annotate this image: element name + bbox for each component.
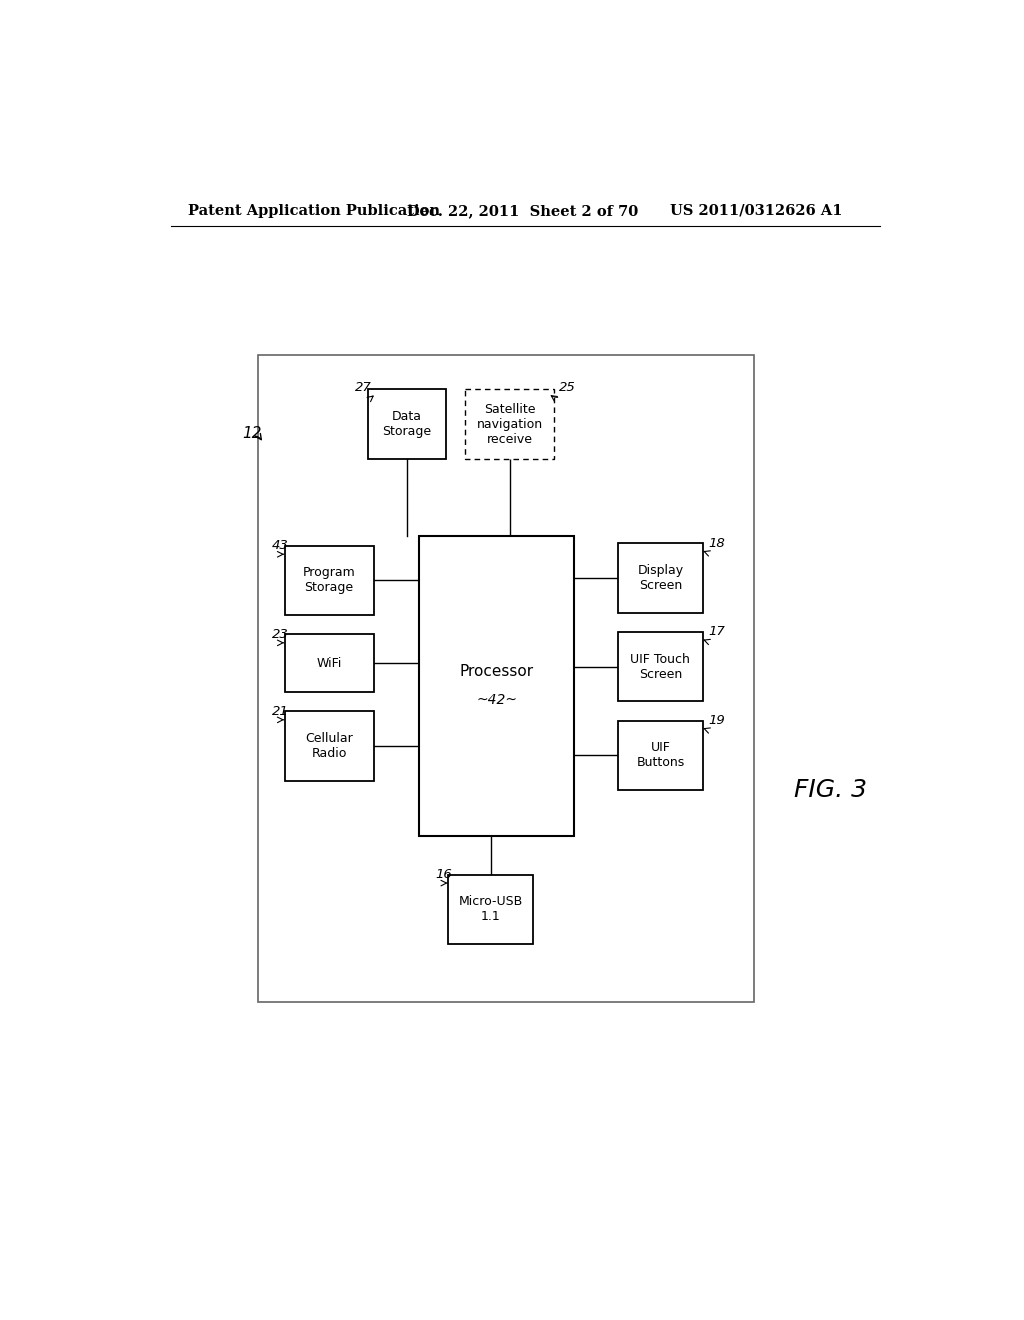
Bar (285, 711, 374, 780)
Bar (449, 874, 534, 944)
Text: Micro-USB
1.1: Micro-USB 1.1 (459, 895, 523, 923)
Bar (617, 721, 703, 789)
Text: Processor: Processor (460, 664, 534, 680)
Text: US 2011/0312626 A1: US 2011/0312626 A1 (671, 203, 843, 218)
Text: ~42~: ~42~ (476, 693, 517, 706)
Text: Dec. 22, 2011  Sheet 2 of 70: Dec. 22, 2011 Sheet 2 of 70 (407, 203, 638, 218)
Text: 16: 16 (435, 869, 453, 880)
Bar (369, 389, 445, 459)
Bar (617, 544, 703, 612)
Bar (420, 536, 574, 836)
Text: 17: 17 (709, 626, 725, 639)
Bar (258, 355, 755, 1002)
Text: 43: 43 (272, 539, 289, 552)
Text: UIF
Buttons: UIF Buttons (636, 741, 685, 770)
Text: Satellite
navigation
receive: Satellite navigation receive (476, 403, 543, 446)
Text: Program
Storage: Program Storage (303, 566, 355, 594)
Text: 19: 19 (709, 714, 725, 727)
Text: UIF Touch
Screen: UIF Touch Screen (631, 652, 690, 681)
Text: Display
Screen: Display Screen (637, 564, 683, 593)
Text: 12: 12 (243, 426, 262, 441)
Bar (465, 389, 554, 459)
Text: 21: 21 (272, 705, 289, 718)
Text: Cellular
Radio: Cellular Radio (305, 731, 353, 760)
Text: WiFi: WiFi (316, 656, 342, 669)
Text: 25: 25 (559, 381, 575, 395)
Bar (617, 632, 703, 701)
Bar (285, 635, 374, 692)
Text: 23: 23 (272, 628, 289, 640)
Text: FIG. 3: FIG. 3 (795, 777, 867, 801)
Text: Data
Storage: Data Storage (382, 411, 431, 438)
Bar (285, 545, 374, 615)
Text: 18: 18 (709, 537, 725, 550)
Text: 27: 27 (355, 381, 372, 395)
Text: Patent Application Publication: Patent Application Publication (188, 203, 440, 218)
